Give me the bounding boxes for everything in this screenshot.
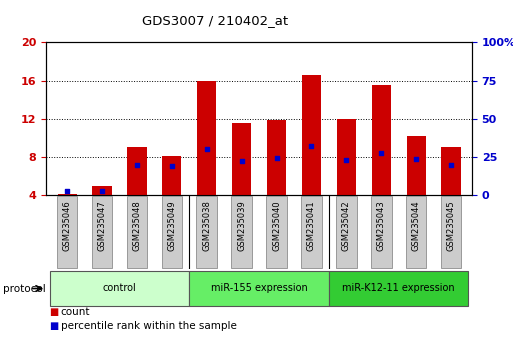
Bar: [371, 196, 391, 268]
Text: GSM235045: GSM235045: [446, 200, 456, 251]
Point: [63, 188, 71, 194]
Bar: [127, 147, 147, 195]
Bar: [196, 196, 217, 268]
Text: GSM235046: GSM235046: [63, 200, 72, 251]
Text: count: count: [61, 307, 90, 317]
Bar: [329, 271, 468, 306]
Point: [447, 162, 455, 168]
Point: [307, 143, 315, 149]
Bar: [406, 136, 426, 195]
Text: control: control: [103, 283, 136, 293]
Text: miR-K12-11 expression: miR-K12-11 expression: [342, 283, 455, 293]
Text: GSM235047: GSM235047: [97, 200, 107, 251]
Bar: [371, 85, 391, 195]
Bar: [266, 196, 287, 268]
Bar: [57, 194, 77, 195]
Text: GSM235042: GSM235042: [342, 200, 351, 251]
Bar: [50, 271, 189, 306]
Text: GSM235041: GSM235041: [307, 200, 316, 251]
Text: percentile rank within the sample: percentile rank within the sample: [61, 321, 236, 331]
Bar: [336, 196, 357, 268]
Bar: [162, 196, 182, 268]
Point: [272, 155, 281, 160]
Text: miR-155 expression: miR-155 expression: [211, 283, 307, 293]
Bar: [231, 196, 252, 268]
Bar: [162, 156, 182, 195]
Bar: [337, 119, 356, 195]
Bar: [92, 196, 112, 268]
Text: GSM235049: GSM235049: [167, 200, 176, 251]
Bar: [57, 196, 77, 268]
Bar: [441, 147, 461, 195]
Bar: [92, 186, 112, 195]
Bar: [441, 196, 461, 268]
Text: GDS3007 / 210402_at: GDS3007 / 210402_at: [143, 14, 288, 27]
Text: GSM235044: GSM235044: [411, 200, 421, 251]
Text: GSM235040: GSM235040: [272, 200, 281, 251]
Text: protocol: protocol: [3, 284, 45, 293]
Point: [168, 163, 176, 169]
Point: [238, 158, 246, 164]
Text: GSM235038: GSM235038: [202, 200, 211, 251]
Point: [98, 189, 106, 194]
Bar: [267, 120, 286, 195]
Point: [203, 146, 211, 152]
Bar: [232, 123, 251, 195]
Bar: [197, 81, 216, 195]
Bar: [406, 196, 426, 268]
Point: [342, 157, 350, 163]
Bar: [301, 196, 322, 268]
Text: ■: ■: [49, 321, 58, 331]
Bar: [127, 196, 147, 268]
Text: GSM235048: GSM235048: [132, 200, 142, 251]
Text: GSM235043: GSM235043: [377, 200, 386, 251]
Point: [133, 162, 141, 168]
Point: [377, 150, 385, 156]
Bar: [189, 271, 329, 306]
Text: ■: ■: [49, 307, 58, 317]
Point: [412, 156, 420, 162]
Text: GSM235039: GSM235039: [237, 200, 246, 251]
Bar: [302, 75, 321, 195]
